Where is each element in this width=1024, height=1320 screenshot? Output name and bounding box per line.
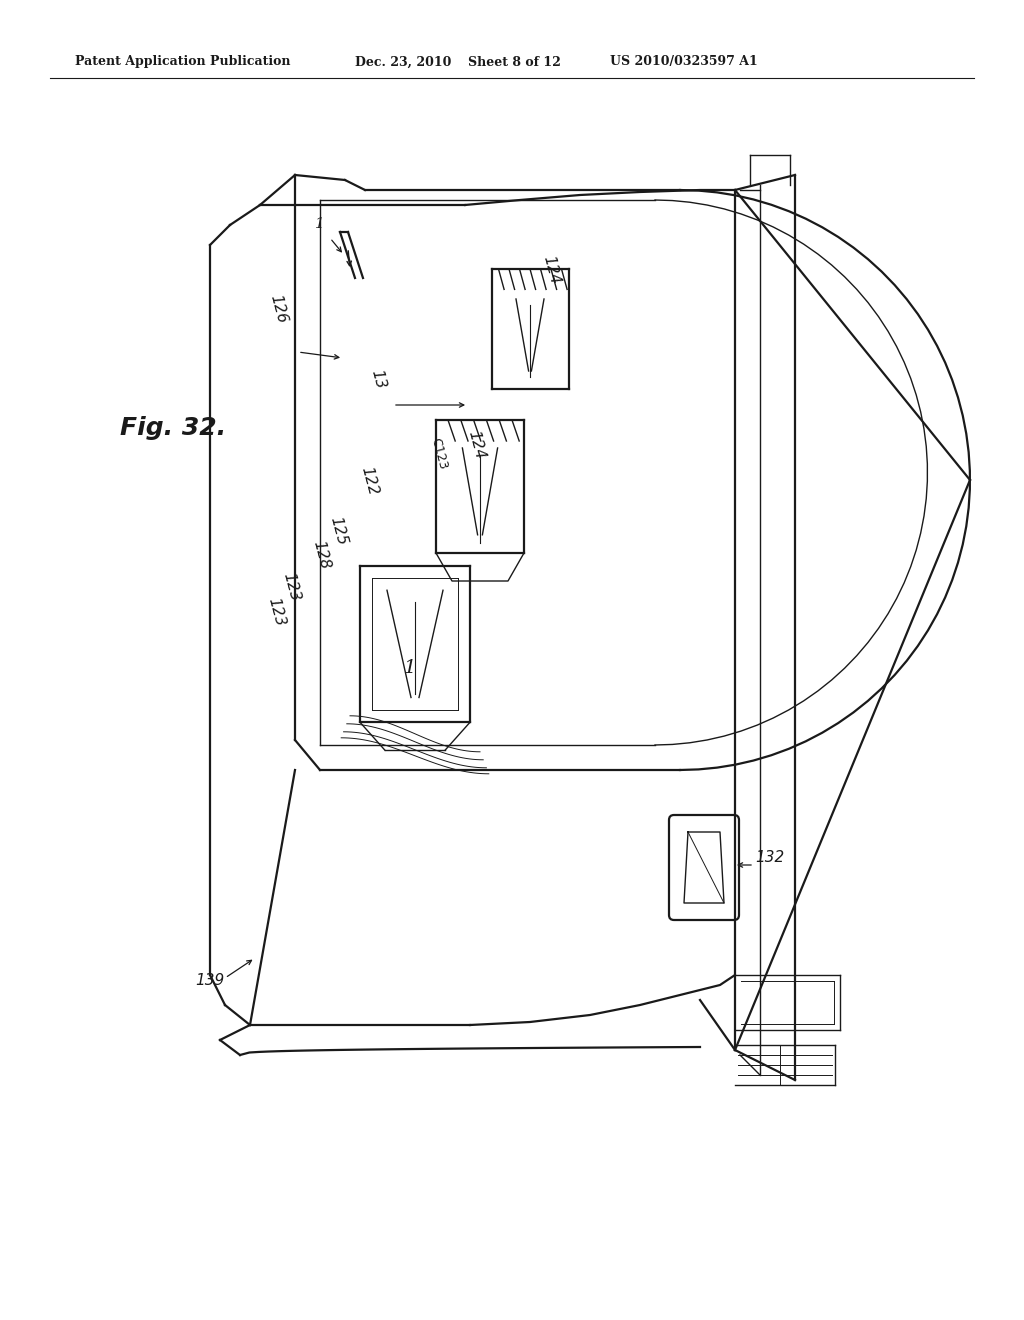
Text: 124: 124 [465, 429, 487, 461]
Text: C123: C123 [428, 437, 449, 471]
Text: Fig. 32.: Fig. 32. [120, 416, 226, 440]
Text: 1: 1 [315, 216, 325, 231]
Text: 122: 122 [358, 465, 380, 498]
Text: 126: 126 [267, 293, 289, 325]
Text: 139: 139 [195, 973, 224, 987]
Text: Dec. 23, 2010: Dec. 23, 2010 [355, 55, 452, 69]
Text: 125: 125 [327, 515, 349, 546]
Text: 132: 132 [755, 850, 784, 865]
Text: 1: 1 [403, 659, 416, 677]
Text: 128: 128 [310, 539, 332, 572]
Text: 124: 124 [540, 253, 562, 286]
Text: Patent Application Publication: Patent Application Publication [75, 55, 291, 69]
Text: 123: 123 [265, 595, 287, 628]
Text: US 2010/0323597 A1: US 2010/0323597 A1 [610, 55, 758, 69]
Text: 123: 123 [280, 570, 302, 603]
Text: 13: 13 [368, 368, 387, 391]
Text: Sheet 8 of 12: Sheet 8 of 12 [468, 55, 561, 69]
